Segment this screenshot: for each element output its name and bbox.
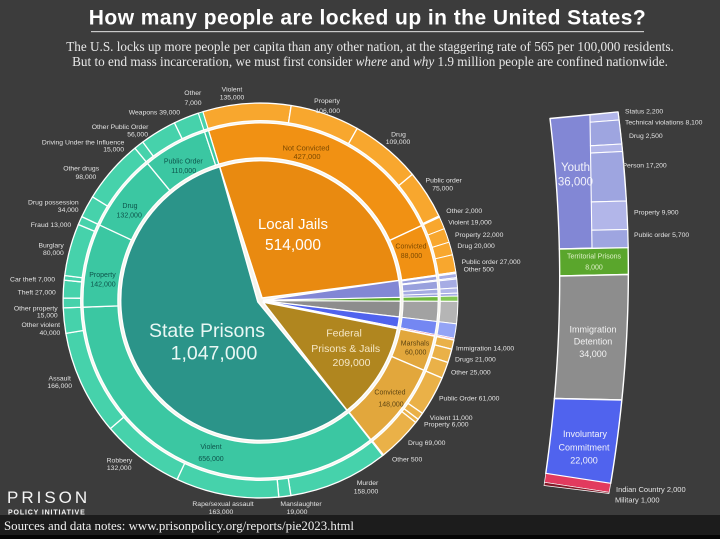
- svg-text:15,000: 15,000: [103, 147, 124, 154]
- svg-text:Public order 5,700: Public order 5,700: [634, 232, 689, 239]
- svg-text:Other 500: Other 500: [392, 457, 422, 464]
- svg-text:Property: Property: [314, 98, 340, 105]
- svg-text:Drug 20,000: Drug 20,000: [457, 243, 495, 250]
- svg-text:75,000: 75,000: [432, 186, 453, 193]
- svg-text:36,000: 36,000: [558, 177, 593, 189]
- svg-text:142,000: 142,000: [90, 282, 115, 289]
- svg-text:But to end mass incarceration,: But to end mass incarceration, we must f…: [72, 54, 668, 69]
- svg-text:Drug possession: Drug possession: [28, 200, 79, 207]
- svg-text:Fraud 13,000: Fraud 13,000: [31, 222, 72, 229]
- svg-text:Local Jails: Local Jails: [258, 216, 328, 233]
- svg-text:Public order: Public order: [426, 178, 463, 185]
- svg-text:Manslaughter: Manslaughter: [280, 501, 322, 508]
- svg-text:Drug 69,000: Drug 69,000: [408, 440, 446, 447]
- svg-text:Violent 19,000: Violent 19,000: [448, 220, 492, 227]
- svg-text:56,000: 56,000: [127, 132, 148, 139]
- svg-text:Other 25,000: Other 25,000: [451, 370, 491, 377]
- svg-text:Property 6,000: Property 6,000: [424, 422, 469, 429]
- svg-text:Violent 11,000: Violent 11,000: [430, 415, 473, 422]
- svg-text:Other property: Other property: [14, 306, 58, 313]
- svg-text:Other violent: Other violent: [21, 322, 60, 329]
- svg-text:Not Convicted: Not Convicted: [282, 144, 329, 153]
- svg-text:34,000: 34,000: [579, 349, 607, 359]
- svg-text:Marshals: Marshals: [401, 341, 430, 348]
- svg-text:Assault: Assault: [49, 376, 71, 383]
- svg-text:Public Order 61,000: Public Order 61,000: [439, 396, 500, 403]
- svg-text:The U.S. locks up more people: The U.S. locks up more people per capita…: [66, 39, 674, 54]
- svg-text:163,000: 163,000: [209, 509, 234, 516]
- svg-text:1,047,000: 1,047,000: [171, 343, 258, 365]
- svg-text:Person 17,200: Person 17,200: [623, 163, 667, 170]
- svg-text:158,000: 158,000: [354, 489, 379, 496]
- svg-text:Convicted: Convicted: [395, 244, 426, 251]
- svg-text:15,000: 15,000: [37, 313, 58, 320]
- svg-text:Drug: Drug: [391, 132, 406, 139]
- svg-text:Rape/sexual assault: Rape/sexual assault: [192, 501, 253, 508]
- svg-text:Violent: Violent: [200, 444, 221, 451]
- svg-text:Other Public Order: Other Public Order: [92, 124, 149, 131]
- svg-text:Drug: Drug: [122, 203, 137, 210]
- svg-text:656,000: 656,000: [198, 456, 223, 463]
- svg-text:40,000: 40,000: [40, 330, 61, 337]
- svg-text:Property 22,000: Property 22,000: [455, 232, 504, 239]
- svg-text:Prisons & Jails: Prisons & Jails: [311, 343, 380, 355]
- svg-text:Federal: Federal: [326, 328, 362, 340]
- svg-text:Other 2,000: Other 2,000: [446, 208, 482, 215]
- svg-text:Commitment: Commitment: [558, 443, 610, 453]
- svg-text:Territorial Prisons: Territorial Prisons: [567, 254, 622, 261]
- svg-text:Drug 2,500: Drug 2,500: [629, 133, 663, 140]
- svg-text:109,000: 109,000: [386, 139, 411, 146]
- svg-text:98,000: 98,000: [76, 174, 97, 181]
- svg-text:Immigration 14,000: Immigration 14,000: [456, 346, 514, 353]
- svg-text:Military 1,000: Military 1,000: [615, 496, 660, 505]
- svg-text:34,000: 34,000: [58, 207, 79, 214]
- svg-text:Weapons 39,000: Weapons 39,000: [129, 110, 180, 117]
- svg-text:Sources and data notes: www.pr: Sources and data notes: www.prisonpolicy…: [4, 519, 354, 533]
- svg-text:132,000: 132,000: [107, 465, 132, 472]
- svg-text:Involuntary: Involuntary: [563, 429, 608, 439]
- svg-text:209,000: 209,000: [333, 357, 371, 369]
- svg-text:Theft 27,000: Theft 27,000: [18, 290, 56, 297]
- svg-text:166,000: 166,000: [47, 383, 72, 390]
- svg-text:PRISON: PRISON: [7, 488, 90, 507]
- svg-text:135,000: 135,000: [220, 95, 245, 102]
- svg-text:Other 500: Other 500: [464, 267, 494, 274]
- svg-text:7,000: 7,000: [184, 100, 201, 107]
- svg-text:Murder: Murder: [357, 480, 379, 487]
- svg-text:Convicted: Convicted: [374, 390, 405, 397]
- svg-text:Property 9,900: Property 9,900: [634, 210, 679, 217]
- svg-text:Violent: Violent: [222, 87, 243, 94]
- svg-text:132,000: 132,000: [117, 213, 142, 220]
- svg-text:Robbery: Robbery: [107, 458, 133, 465]
- svg-text:514,000: 514,000: [265, 237, 321, 254]
- svg-text:19,000: 19,000: [287, 509, 308, 516]
- svg-text:State Prisons: State Prisons: [149, 320, 265, 342]
- svg-text:Drugs 21,000: Drugs 21,000: [455, 357, 496, 364]
- svg-text:Other drugs: Other drugs: [63, 166, 99, 173]
- svg-text:POLICY INITIATIVE: POLICY INITIATIVE: [8, 510, 86, 517]
- svg-text:88,000: 88,000: [401, 253, 423, 260]
- svg-text:Immigration: Immigration: [569, 325, 616, 335]
- svg-text:Driving Under the Influence: Driving Under the Influence: [42, 140, 125, 147]
- svg-text:Detention: Detention: [574, 337, 613, 347]
- svg-text:60,000: 60,000: [405, 350, 427, 357]
- svg-text:Burglary: Burglary: [38, 243, 64, 250]
- svg-text:Public Order: Public Order: [164, 159, 204, 166]
- svg-text:22,000: 22,000: [570, 456, 598, 466]
- svg-text:8,000: 8,000: [585, 265, 603, 272]
- svg-text:How many people are locked up: How many people are locked up in the Uni…: [89, 7, 646, 30]
- svg-text:427,000: 427,000: [293, 152, 320, 161]
- svg-text:80,000: 80,000: [43, 250, 64, 257]
- svg-text:106,000: 106,000: [315, 108, 340, 115]
- svg-text:Car theft 7,000: Car theft 7,000: [10, 277, 55, 284]
- svg-text:Youth: Youth: [561, 162, 590, 174]
- svg-text:Other: Other: [184, 90, 202, 97]
- svg-text:Property: Property: [89, 272, 116, 279]
- svg-text:Technical violations 8,100: Technical violations 8,100: [625, 119, 703, 126]
- svg-text:Indian Country 2,000: Indian Country 2,000: [616, 485, 686, 494]
- svg-text:110,000: 110,000: [171, 168, 196, 175]
- svg-text:148,000: 148,000: [378, 402, 403, 409]
- svg-text:Public order 27,000: Public order 27,000: [462, 259, 521, 266]
- svg-text:Status 2,200: Status 2,200: [625, 109, 663, 116]
